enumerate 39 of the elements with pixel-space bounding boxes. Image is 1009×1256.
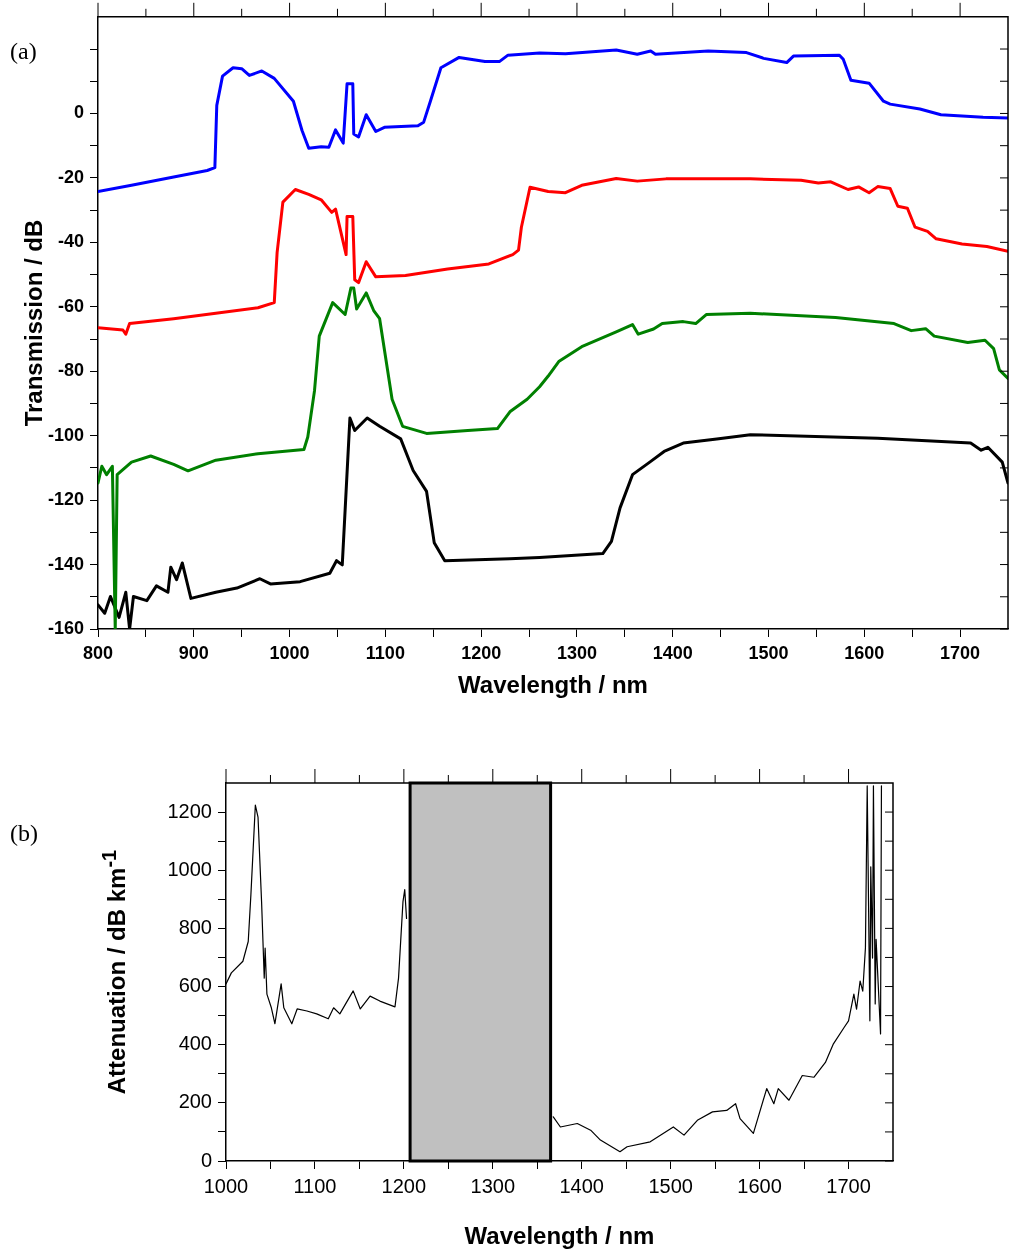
x-tick-label: 1000 (269, 642, 310, 663)
x-tick-label: 1300 (470, 1174, 516, 1197)
x-tick-label: 1100 (365, 642, 405, 663)
text: (a) (10, 38, 37, 65)
x-tick-label: 1100 (293, 1174, 337, 1197)
y-tick-label: 200 (178, 1090, 212, 1113)
y-tick-label: -20 (57, 166, 84, 187)
x-tick-label: 1300 (556, 642, 597, 663)
text: (b) (10, 820, 38, 847)
x-tick-label: 1400 (652, 642, 693, 663)
x-axis-title: Wavelength / nm (458, 671, 648, 699)
x-tick-label: 1700 (940, 642, 981, 663)
y-tick-label: -80 (57, 360, 84, 381)
y-tick-label: 0 (73, 102, 84, 123)
x-tick-label: 1400 (559, 1174, 604, 1197)
y-tick-label: -140 (47, 553, 84, 574)
y-tick-label: -60 (57, 295, 84, 316)
x-tick-label: 1700 (826, 1174, 871, 1197)
y-tick-label: 1200 (167, 799, 212, 822)
x-tick-label: 1200 (461, 642, 502, 663)
x-tick-label: 1500 (648, 1174, 693, 1197)
x-tick-label: 1200 (381, 1174, 427, 1197)
x-tick-label: 1500 (748, 642, 789, 663)
y-tick-label: 800 (178, 915, 212, 938)
x-tick-label: 1000 (203, 1174, 249, 1197)
y-tick-label: -100 (47, 424, 84, 445)
y-axis-title: Transmission / dB (20, 219, 48, 426)
y-tick-label: -120 (47, 489, 84, 510)
y-tick-label: -160 (47, 617, 84, 638)
x-tick-label: 1600 (737, 1174, 782, 1197)
y-tick-label: 0 (200, 1148, 212, 1171)
x-tick-label: 800 (82, 642, 114, 663)
x-tick-label: 900 (178, 642, 209, 663)
y-tick-label: 1000 (167, 857, 212, 880)
y-tick-label: 400 (178, 1032, 212, 1055)
y-tick-label: 600 (178, 974, 212, 997)
y-tick-label: -40 (57, 231, 84, 252)
x-tick-label: 1600 (844, 642, 885, 663)
x-axis-title: Wavelength / nm (464, 1222, 655, 1250)
